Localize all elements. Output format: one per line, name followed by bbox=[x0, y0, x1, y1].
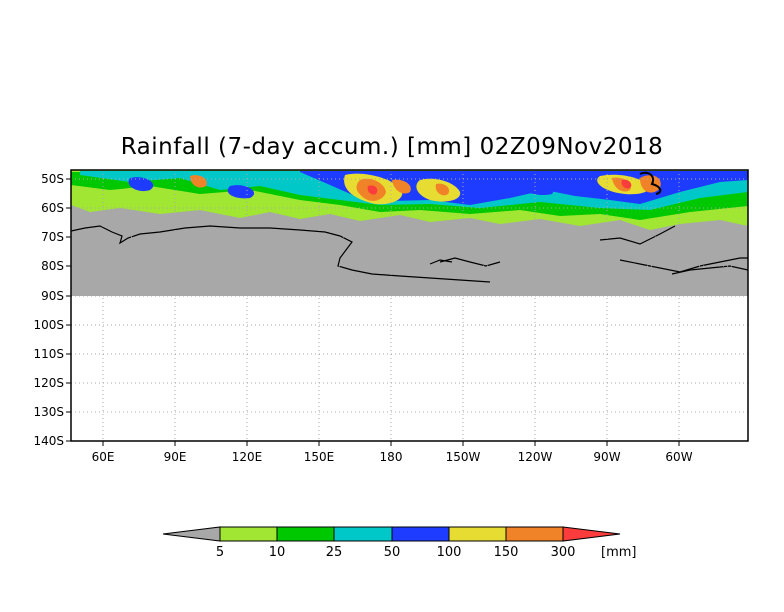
lat-label: 120S bbox=[33, 376, 64, 390]
lon-label: 90E bbox=[164, 450, 187, 464]
lon-tick-marks bbox=[102, 441, 680, 446]
lon-label: 90W bbox=[593, 450, 620, 464]
grid bbox=[71, 170, 748, 441]
lat-label: 80S bbox=[41, 259, 64, 273]
lon-labels: 60E 90E 120E 150E 180 150W 120W 90W 60W bbox=[92, 450, 693, 464]
lat-label: 60S bbox=[41, 201, 64, 215]
lon-label: 60E bbox=[92, 450, 115, 464]
lat-label: 140S bbox=[33, 434, 64, 448]
colorbar-bin-100-150 bbox=[448, 526, 507, 542]
colorbar-bin-10-25 bbox=[276, 526, 335, 542]
lon-label: 120E bbox=[232, 450, 263, 464]
colorbar-label: 100 bbox=[437, 545, 462, 560]
lon-label: 120W bbox=[518, 450, 553, 464]
colorbar-label: 300 bbox=[551, 545, 576, 560]
colorbar-label: 150 bbox=[494, 545, 519, 560]
colorbar-label: 10 bbox=[269, 545, 286, 560]
colorbar-label: 50 bbox=[384, 545, 401, 560]
lat-label: 100S bbox=[33, 318, 64, 332]
map-title: Rainfall (7-day accum.) [mm] 02Z09Nov201… bbox=[120, 134, 664, 160]
colorbar-label: 25 bbox=[326, 545, 343, 560]
plot-frame bbox=[70, 169, 749, 442]
lat-label: 70S bbox=[41, 230, 64, 244]
lon-label: 150E bbox=[304, 450, 335, 464]
lon-label: 180 bbox=[380, 450, 403, 464]
colorbar-above-triangle bbox=[562, 526, 621, 542]
colorbar: 5 10 25 50 100 150 300 [mm] bbox=[162, 526, 636, 560]
lat-tick-marks bbox=[66, 178, 71, 442]
lat-labels: 50S 60S 70S 80S 90S 100S 110S 120S 130S … bbox=[33, 172, 64, 448]
colorbar-below-triangle bbox=[162, 526, 221, 542]
coastline bbox=[71, 171, 748, 283]
colorbar-bin-50-100 bbox=[391, 526, 450, 542]
lon-label: 150W bbox=[446, 450, 481, 464]
colorbar-bin-5-10 bbox=[219, 526, 278, 542]
lat-label: 50S bbox=[41, 172, 64, 186]
lat-label: 90S bbox=[41, 289, 64, 303]
precip-field bbox=[71, 170, 748, 230]
lat-label: 130S bbox=[33, 405, 64, 419]
lat-label: 110S bbox=[33, 347, 64, 361]
colorbar-bin-150-300 bbox=[505, 526, 564, 542]
lon-label: 60W bbox=[665, 450, 692, 464]
colorbar-label: 5 bbox=[216, 545, 224, 560]
colorbar-unit: [mm] bbox=[601, 545, 636, 560]
colorbar-bin-25-50 bbox=[333, 526, 393, 542]
